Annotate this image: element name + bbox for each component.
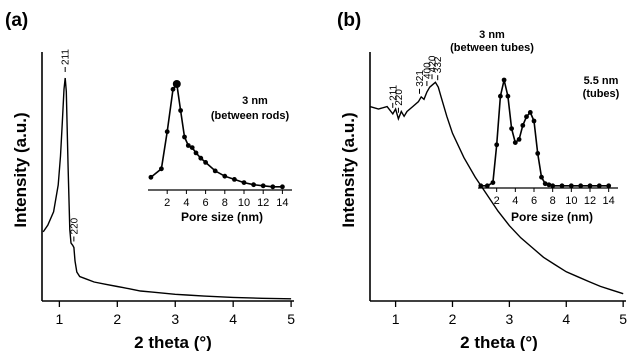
x-tick-label: 4	[229, 311, 237, 327]
inset-data-point	[270, 184, 275, 189]
panel-b-x-ticks: 1 2 3 4 5	[392, 301, 628, 327]
inset-data-point	[528, 110, 533, 115]
inset-data-point	[190, 145, 195, 150]
x-tick-label: 1	[392, 311, 400, 327]
inset-data-point	[182, 135, 187, 140]
panel-a-inset-annotation-line1: 3 nm	[242, 95, 268, 107]
inset-x-tick-label: 12	[257, 197, 269, 209]
inset-x-tick-label: 4	[512, 195, 518, 207]
inset-data-point	[535, 151, 540, 156]
panel-b-xlabel: 2 theta (°)	[460, 333, 538, 351]
inset-data-point	[213, 169, 218, 174]
panel-b-inset: 2 4 6 8 10 12 14 Pore size (nm) 3 nm (between …	[450, 29, 620, 224]
inset-x-tick-label: 2	[164, 197, 170, 209]
panel-b-inset-annotation2-line2: (tubes)	[583, 88, 620, 100]
inset-data-point	[242, 180, 247, 185]
inset-data-point	[178, 108, 183, 113]
inset-data-point	[588, 183, 593, 188]
peak-label: 220	[69, 217, 80, 234]
inset-data-point	[532, 119, 537, 124]
panel-a-inset: 2 4 6 8 10 12 14 Pore size (nm) 3 nm (between …	[148, 80, 292, 224]
inset-data-point	[550, 183, 555, 188]
inset-data-point	[194, 151, 199, 156]
panel-b-inset-annotation-line1: 3 nm	[479, 29, 505, 41]
inset-data-point	[506, 94, 511, 99]
inset-data-point	[280, 184, 285, 189]
inset-data-point	[578, 183, 583, 188]
inset-data-point	[198, 156, 203, 161]
panel-a-label: (a)	[5, 10, 28, 31]
inset-data-point	[517, 137, 522, 142]
panel-b-inset-annotation2-line1: 5.5 nm	[584, 75, 619, 87]
inset-data-point	[513, 140, 518, 145]
inset-data-point	[203, 160, 208, 165]
inset-x-tick-label: 14	[276, 197, 288, 209]
x-tick-label: 5	[287, 311, 295, 327]
panel-a-peak-labels: 211 220	[61, 49, 81, 242]
inset-data-point	[494, 142, 499, 147]
x-tick-label: 2	[113, 311, 121, 327]
inset-data-point	[560, 183, 565, 188]
inset-data-point	[159, 166, 164, 171]
x-tick-label: 2	[449, 311, 457, 327]
panel-a-x-ticks: 1 2 3 4 5	[55, 301, 295, 327]
inset-x-tick-label: 6	[531, 195, 537, 207]
inset-data-point	[606, 183, 611, 188]
inset-x-tick-label: 6	[203, 197, 209, 209]
panel-a-inset-annotation-line2: (between rods)	[211, 110, 290, 122]
inset-data-point	[520, 123, 525, 128]
inset-data-point	[232, 177, 237, 182]
peak-label: 211	[61, 49, 72, 65]
peak-label: 220	[394, 89, 405, 106]
inset-data-point	[502, 78, 507, 83]
inset-x-tick-label: 2	[494, 195, 500, 207]
inset-data-point	[171, 87, 176, 92]
inset-x-tick-label: 8	[222, 197, 228, 209]
x-tick-label: 4	[562, 311, 570, 327]
inset-data-point	[539, 175, 544, 180]
panel-b-inset-xlabel: Pore size (nm)	[511, 210, 593, 224]
inset-data-point	[173, 80, 181, 88]
inset-x-tick-label: 10	[238, 197, 250, 209]
inset-x-tick-label: 8	[550, 195, 556, 207]
inset-data-point	[491, 180, 496, 185]
inset-data-point	[569, 183, 574, 188]
inset-x-tick-label: 10	[565, 195, 577, 207]
inset-data-point	[149, 175, 154, 180]
inset-data-point	[524, 114, 529, 119]
inset-data-point	[165, 129, 170, 134]
inset-data-point	[478, 183, 483, 188]
inset-data-point	[251, 182, 256, 187]
panel-a-inset-x-ticks: 2 4 6 8 10 12 14	[164, 190, 288, 209]
panel-b-inset-annotation-line2: (between tubes)	[450, 42, 534, 54]
x-tick-label: 1	[55, 311, 63, 327]
inset-data-point	[509, 126, 514, 131]
inset-x-tick-label: 12	[584, 195, 596, 207]
panel-b-inset-x-ticks: 2 4 6 8 10 12 14	[494, 188, 615, 207]
panel-b-ylabel: Intensity (a.u.)	[339, 112, 358, 227]
x-tick-label: 3	[171, 311, 179, 327]
x-tick-label: 5	[619, 311, 627, 327]
panel-a-inset-xlabel: Pore size (nm)	[181, 210, 263, 224]
inset-x-tick-label: 4	[183, 197, 189, 209]
inset-data-point	[485, 183, 490, 188]
panel-a-xlabel: 2 theta (°)	[134, 333, 212, 351]
inset-data-point	[261, 183, 266, 188]
inset-data-point	[498, 94, 503, 99]
panel-a-ylabel: Intensity (a.u.)	[11, 112, 30, 227]
peak-label: 332	[433, 56, 444, 73]
inset-data-point	[222, 174, 227, 179]
inset-data-point	[597, 183, 602, 188]
panel-b-label: (b)	[337, 10, 361, 31]
inset-x-tick-label: 14	[603, 195, 615, 207]
x-tick-label: 3	[505, 311, 513, 327]
